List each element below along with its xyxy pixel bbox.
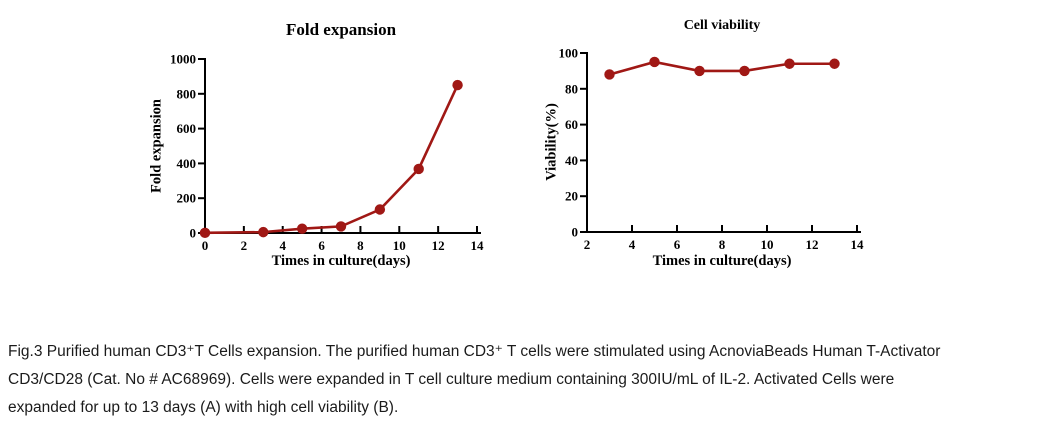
figure-caption: Fig.3 Purified human CD3⁺T Cells expansi… <box>8 338 1048 422</box>
cell-viability-plot: 2 4 6 8 10 12 14 0 20 40 60 80 100 <box>559 46 865 253</box>
x-tick-label: 8 <box>357 238 364 253</box>
caption-line-1: Fig.3 Purified human CD3⁺T Cells expansi… <box>8 343 941 360</box>
x-tick-label: 4 <box>279 238 286 253</box>
fold-expansion-x-axis-label: Times in culture(days) <box>271 253 411 269</box>
x-tick-label: 12 <box>806 237 819 252</box>
data-point <box>649 56 660 68</box>
data-point <box>296 223 308 234</box>
data-point <box>199 227 211 239</box>
caption-line-3: expanded for up to 13 days (A) with high… <box>8 399 399 416</box>
data-point <box>335 221 347 232</box>
y-tick-label: 200 <box>177 191 197 206</box>
x-tick-label: 14 <box>851 237 865 252</box>
x-tick-label: 10 <box>761 237 774 252</box>
y-tick-label: 40 <box>565 153 578 168</box>
x-tick-label: 10 <box>393 238 406 253</box>
data-point <box>784 58 795 69</box>
y-tick-label: 100 <box>559 46 579 61</box>
x-tick-label: 12 <box>432 238 445 253</box>
caption-line-2: CD3/CD28 (Cat. No # AC68969). Cells were… <box>8 371 895 388</box>
data-line <box>609 60 835 76</box>
y-tick-label: 0 <box>572 225 579 240</box>
y-tick-label: 60 <box>565 117 578 132</box>
data-point <box>604 69 615 80</box>
y-tick-label: 400 <box>177 156 197 171</box>
y-tick-label: 1000 <box>170 52 196 67</box>
x-tick-label: 2 <box>584 237 591 252</box>
data-point <box>829 58 840 69</box>
data-point <box>452 79 463 91</box>
data-point <box>739 65 750 77</box>
x-tick-label: 4 <box>629 237 636 252</box>
cell-viability-x-axis-label: Times in culture(days) <box>652 253 792 269</box>
data-point <box>694 65 705 77</box>
fold-expansion-chart-title: Fold expansion <box>285 20 397 39</box>
data-point <box>413 163 424 175</box>
x-tick-label: 0 <box>202 238 209 253</box>
x-tick-label: 6 <box>318 238 325 253</box>
x-tick-label: 2 <box>241 238 248 253</box>
data-point <box>374 204 386 215</box>
data-point <box>258 226 269 238</box>
x-tick-label: 14 <box>471 238 485 253</box>
y-tick-label: 80 <box>565 81 578 96</box>
y-tick-label: 800 <box>177 86 197 101</box>
x-tick-label: 6 <box>674 237 681 252</box>
data-line <box>204 84 459 235</box>
y-tick-label: 20 <box>565 189 578 204</box>
y-tick-label: 600 <box>177 121 197 136</box>
fold-expansion-plot: 0 2 4 6 8 10 12 14 0 200 400 600 800 1000 <box>170 52 484 254</box>
cell-viability-chart-title: Cell viability <box>683 18 761 33</box>
x-tick-label: 8 <box>719 237 726 252</box>
y-tick-label: 0 <box>190 226 197 241</box>
